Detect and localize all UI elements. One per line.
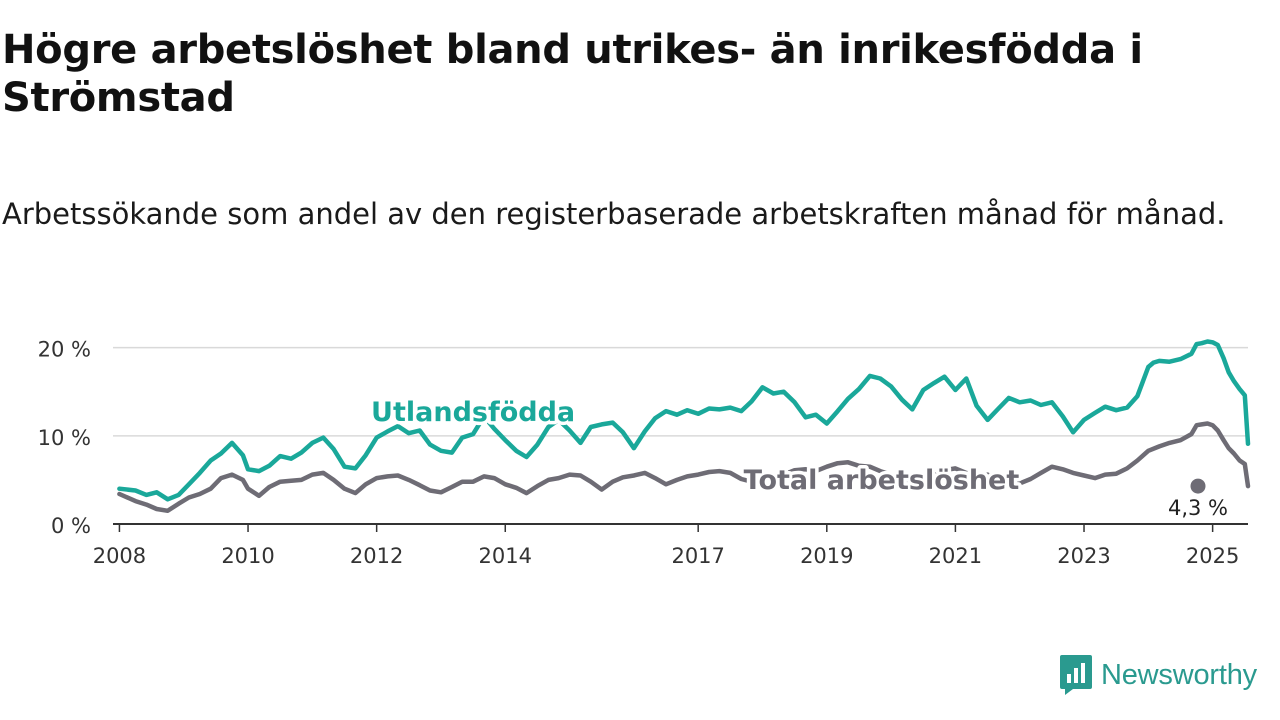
x-tick-label: 2010 (221, 544, 274, 568)
x-tick-label: 2021 (929, 544, 982, 568)
newsworthy-logo-icon (1060, 655, 1092, 695)
y-axis: 0 % 10 % 20 % (38, 338, 91, 538)
gridlines (113, 346, 1248, 437)
chart-subtitle: Arbetssökande som andel av den registerb… (2, 197, 1226, 231)
series-lines (117, 339, 1251, 514)
x-tick-label: 2023 (1057, 544, 1110, 568)
series-label: Utlandsfödda (371, 397, 575, 428)
x-tick-label: 2017 (671, 544, 724, 568)
x-tick-label: 2014 (479, 544, 532, 568)
line-chart: 0 % 10 % 20 % 2008 2010 2012 2014 2017 2019 2021… (38, 338, 1251, 568)
x-tick-label: 2019 (800, 544, 853, 568)
brand-name: Newsworthy (1101, 658, 1257, 691)
series-line-utlandsf-dda (117, 339, 1251, 502)
series-label: Total arbetslöshet (744, 465, 1020, 496)
end-point-marker (1190, 478, 1206, 494)
end-value-label: 4,3 % (1168, 496, 1228, 520)
series-line-total-arbetsl-shet (117, 421, 1251, 514)
y-tick-label: 0 % (51, 514, 91, 538)
series-labels: Utlandsfödda Total arbetslöshet 4,3 % (368, 394, 1231, 523)
x-tick-label: 2012 (350, 544, 403, 568)
y-tick-label: 10 % (38, 426, 91, 450)
chart-title: Högre arbetslöshet bland utrikes- än inr… (2, 27, 1143, 121)
newsworthy-brand: Newsworthy (1059, 654, 1257, 696)
y-tick-label: 20 % (38, 338, 91, 362)
x-tick-label: 2025 (1186, 544, 1239, 568)
x-axis: 2008 2010 2012 2014 2017 2019 2021 2023 2025 (93, 523, 1248, 568)
x-tick-label: 2008 (93, 544, 146, 568)
